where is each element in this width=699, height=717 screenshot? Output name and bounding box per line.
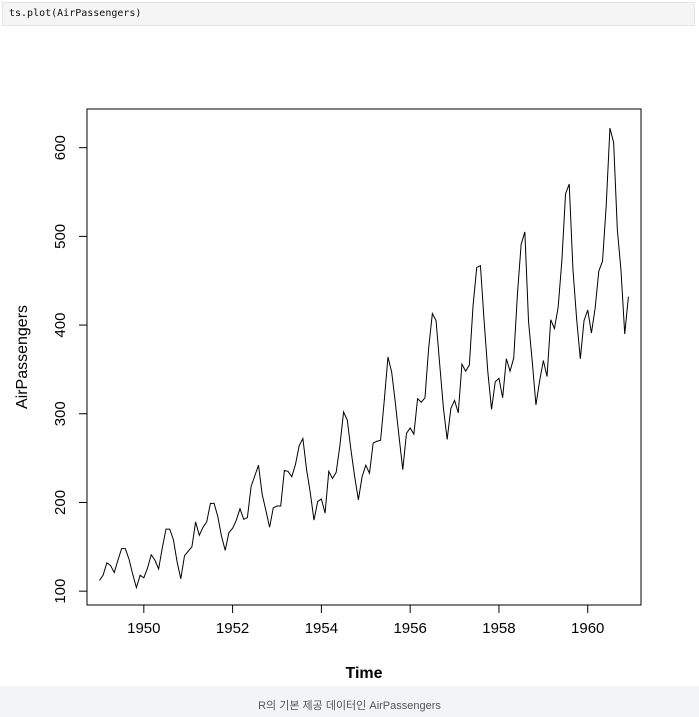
x-tick-label: 1960 (571, 620, 604, 637)
y-axis: 100 200 300 400 500 600 (52, 135, 88, 604)
x-tick-label: 1958 (482, 620, 515, 637)
x-tick-label: 1956 (393, 620, 426, 637)
y-axis-label: AirPassengers (14, 305, 31, 409)
y-tick-label: 500 (52, 224, 69, 249)
plot-area: 1950 1952 1954 1956 1958 1960 100 200 300 400 500… (0, 26, 699, 686)
y-tick-label: 100 (52, 579, 69, 604)
x-axis: 1950 1952 1954 1956 1958 1960 (127, 604, 604, 637)
x-tick-label: 1950 (127, 620, 160, 637)
line-chart: 1950 1952 1954 1956 1958 1960 100 200 300 400 500… (14, 108, 642, 682)
x-tick-label: 1954 (305, 620, 338, 637)
y-tick-label: 400 (52, 313, 69, 338)
series-line (99, 128, 629, 590)
caption-bar: R의 기본 제공 데이터인 AirPassengers (0, 686, 699, 717)
x-tick-label: 1952 (216, 620, 249, 637)
figure-caption: R의 기본 제공 데이터인 AirPassengers (258, 700, 441, 712)
y-tick-label: 200 (52, 490, 69, 515)
code-cell: ts.plot(AirPassengers) (2, 2, 695, 26)
x-axis-label: Time (345, 665, 382, 682)
y-tick-label: 600 (52, 135, 69, 160)
y-tick-label: 300 (52, 401, 69, 426)
code-text: ts.plot(AirPassengers) (9, 8, 142, 19)
